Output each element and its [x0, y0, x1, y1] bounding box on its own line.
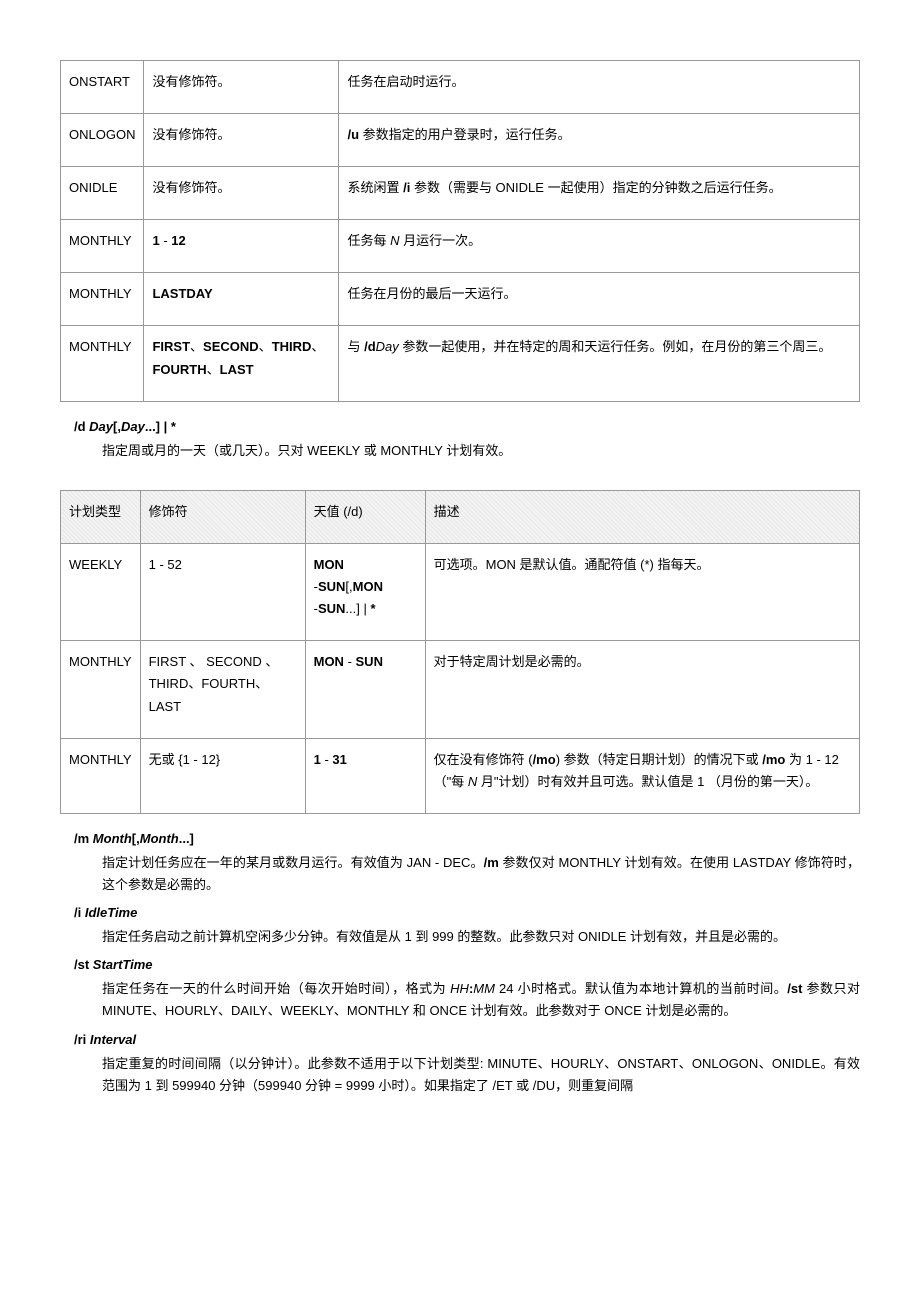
table-row: MONTHLYLASTDAY任务在月份的最后一天运行。	[61, 273, 860, 326]
day-value-table: 计划类型 修饰符 天值 (/d) 描述 WEEKLY1 - 52MON-SUN[…	[60, 490, 860, 814]
cell-schedule: MONTHLY	[61, 641, 141, 738]
table-row: ONIDLE没有修饰符。系统闲置 /i 参数（需要与 ONIDLE 一起使用）指…	[61, 167, 860, 220]
cell-description: /u 参数指定的用户登录时，运行任务。	[339, 114, 860, 167]
cell-description: 对于特定周计划是必需的。	[425, 641, 859, 738]
cell-modifier: 无或 {1 - 12}	[140, 738, 305, 813]
table-row: MONTHLYFIRST、SECOND、THIRD、FOURTH、LAST与 /…	[61, 326, 860, 401]
cell-modifier: 1 - 12	[144, 220, 339, 273]
param-desc: 指定计划任务应在一年的某月或数月运行。有效值为 JAN - DEC。/m 参数仅…	[102, 852, 860, 896]
cell-schedule: MONTHLY	[61, 326, 144, 401]
param-desc: 指定任务启动之前计算机空闲多少分钟。有效值是从 1 到 999 的整数。此参数只…	[102, 926, 860, 948]
table-row: ONSTART没有修饰符。任务在启动时运行。	[61, 61, 860, 114]
param-term: /ri Interval	[74, 1029, 860, 1051]
param-desc: 指定重复的时间间隔（以分钟计）。此参数不适用于以下计划类型: MINUTE、HO…	[102, 1053, 860, 1097]
param-term: /m Month[,Month...]	[74, 828, 860, 850]
cell-schedule: ONIDLE	[61, 167, 144, 220]
col-description: 描述	[425, 490, 859, 543]
cell-description: 系统闲置 /i 参数（需要与 ONIDLE 一起使用）指定的分钟数之后运行任务。	[339, 167, 860, 220]
cell-modifier: LASTDAY	[144, 273, 339, 326]
cell-dayvalue: MON-SUN[,MON-SUN...] | *	[305, 544, 425, 641]
param-term: /i IdleTime	[74, 902, 860, 924]
table-row: MONTHLYFIRST 、 SECOND 、THIRD、FOURTH、LAST…	[61, 641, 860, 738]
cell-schedule: MONTHLY	[61, 273, 144, 326]
modifier-table: ONSTART没有修饰符。任务在启动时运行。ONLOGON没有修饰符。/u 参数…	[60, 60, 860, 402]
cell-modifier: FIRST 、 SECOND 、THIRD、FOURTH、LAST	[140, 641, 305, 738]
col-schedule-type: 计划类型	[61, 490, 141, 543]
cell-modifier: 没有修饰符。	[144, 61, 339, 114]
cell-modifier: 1 - 52	[140, 544, 305, 641]
cell-modifier: 没有修饰符。	[144, 167, 339, 220]
cell-modifier: 没有修饰符。	[144, 114, 339, 167]
cell-description: 仅在没有修饰符 (/mo) 参数（特定日期计划）的情况下或 /mo 为 1 - …	[425, 738, 859, 813]
table-row: MONTHLY1 - 12任务每 N 月运行一次。	[61, 220, 860, 273]
table-row: MONTHLY无或 {1 - 12}1 - 31仅在没有修饰符 (/mo) 参数…	[61, 738, 860, 813]
table-row: ONLOGON没有修饰符。/u 参数指定的用户登录时，运行任务。	[61, 114, 860, 167]
table-row: WEEKLY1 - 52MON-SUN[,MON-SUN...] | *可选项。…	[61, 544, 860, 641]
col-modifier: 修饰符	[140, 490, 305, 543]
param-d-desc: 指定周或月的一天（或几天）。只对 WEEKLY 或 MONTHLY 计划有效。	[102, 440, 860, 462]
cell-description: 可选项。MON 是默认值。通配符值 (*) 指每天。	[425, 544, 859, 641]
cell-schedule: WEEKLY	[61, 544, 141, 641]
param-desc: 指定任务在一天的什么时间开始（每次开始时间），格式为 HH:MM 24 小时格式…	[102, 978, 860, 1022]
cell-schedule: ONLOGON	[61, 114, 144, 167]
param-d-term: /d Day[,Day...] | *	[74, 416, 860, 438]
col-day-value: 天值 (/d)	[305, 490, 425, 543]
cell-description: 任务在启动时运行。	[339, 61, 860, 114]
cell-schedule: MONTHLY	[61, 738, 141, 813]
cell-description: 与 /dDay 参数一起使用，并在特定的周和天运行任务。例如，在月份的第三个周三…	[339, 326, 860, 401]
cell-dayvalue: MON - SUN	[305, 641, 425, 738]
cell-schedule: MONTHLY	[61, 220, 144, 273]
cell-modifier: FIRST、SECOND、THIRD、FOURTH、LAST	[144, 326, 339, 401]
param-term: /st StartTime	[74, 954, 860, 976]
cell-dayvalue: 1 - 31	[305, 738, 425, 813]
cell-schedule: ONSTART	[61, 61, 144, 114]
cell-description: 任务在月份的最后一天运行。	[339, 273, 860, 326]
cell-description: 任务每 N 月运行一次。	[339, 220, 860, 273]
